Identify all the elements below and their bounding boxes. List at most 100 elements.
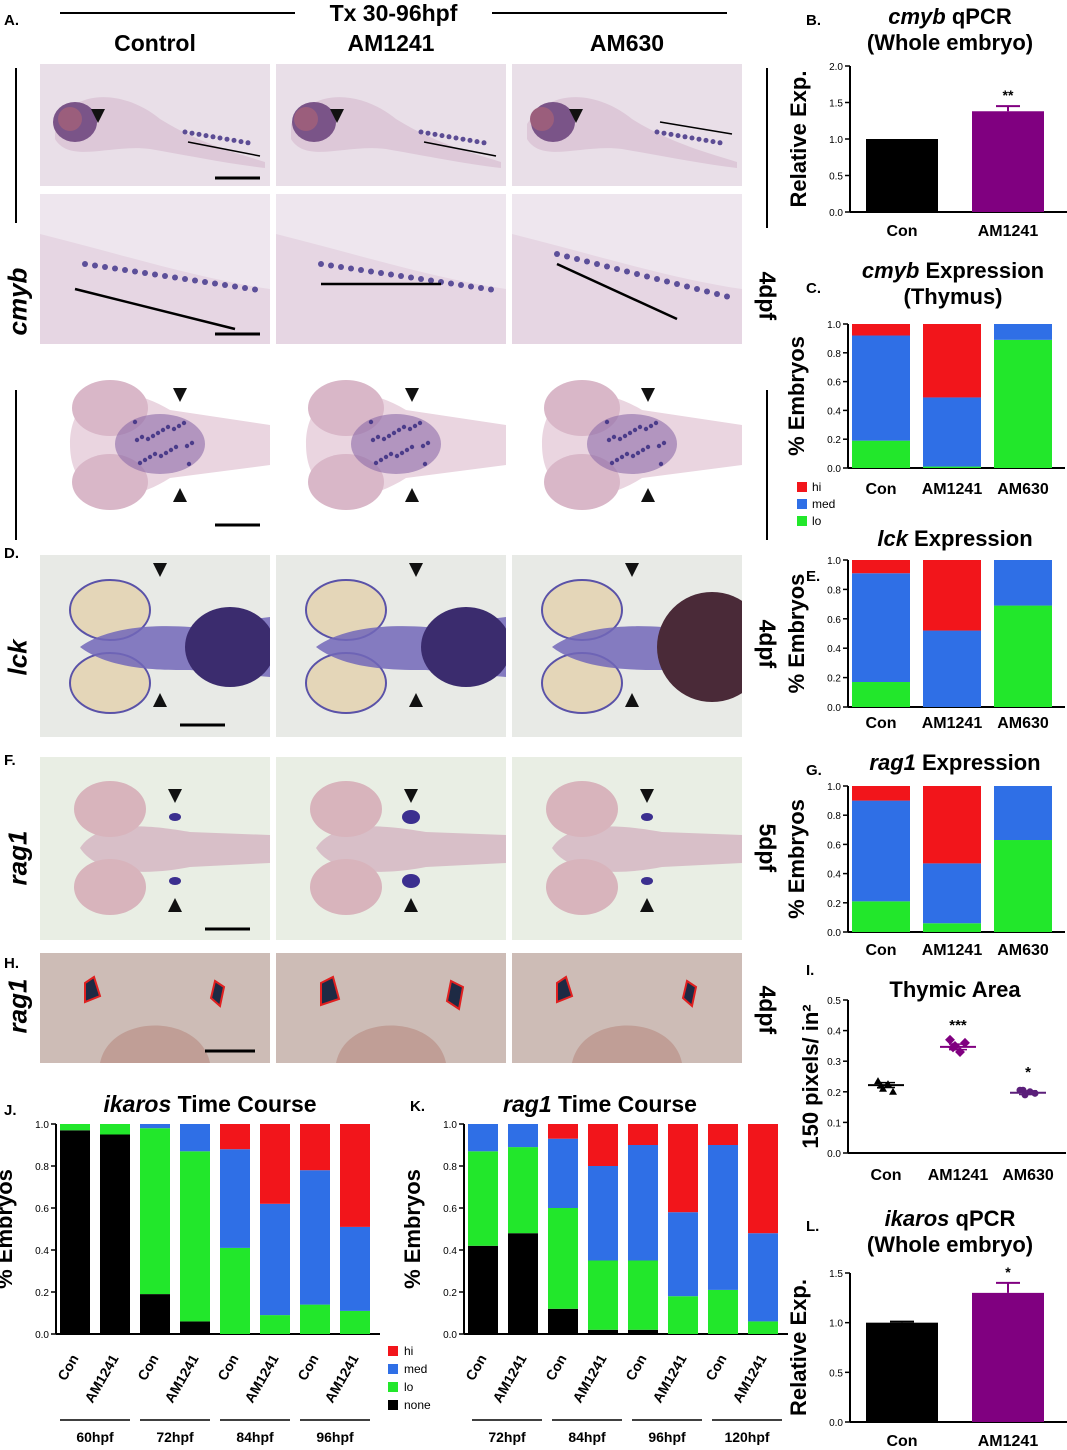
panel-label-g: G. bbox=[806, 762, 822, 779]
photo-rag1-closeup-3 bbox=[512, 953, 742, 1063]
bar bbox=[972, 111, 1044, 212]
y-tick-label: 0.0 bbox=[829, 208, 843, 219]
bar-segment-lo bbox=[708, 1289, 738, 1334]
legend-label: none bbox=[404, 1398, 431, 1412]
arrowhead-up-icon bbox=[641, 488, 655, 502]
photo-lck-1-drawing bbox=[69, 563, 270, 727]
x-tick-label: Con bbox=[622, 1352, 649, 1384]
group-label: 120hpf bbox=[724, 1429, 769, 1445]
bar-segment-lo bbox=[508, 1147, 538, 1234]
treatment-label: Tx 30-96hpf bbox=[329, 0, 458, 26]
bar-segment-hi bbox=[923, 560, 981, 631]
photo-lck-2 bbox=[276, 555, 506, 737]
photo-lateral-embryo-3-drawing bbox=[527, 97, 737, 168]
y-tick-label: 0.8 bbox=[827, 811, 841, 822]
arrowhead-up-icon bbox=[404, 898, 418, 912]
bar-segment-hi bbox=[852, 786, 910, 801]
bar-segment-hi bbox=[260, 1124, 290, 1204]
data-point bbox=[1021, 1091, 1029, 1099]
bar-segment-med bbox=[468, 1124, 498, 1152]
gene-label-rag1-h: rag1 bbox=[2, 978, 33, 1034]
chart-title: cmyb qPCR bbox=[888, 4, 1012, 29]
group-label: 72hpf bbox=[488, 1429, 526, 1445]
bar-segment-lo bbox=[468, 1151, 498, 1246]
legend-label: lo bbox=[812, 514, 822, 528]
y-axis-label: % Embryos bbox=[784, 799, 809, 919]
photo-dorsal-head-1-drawing bbox=[70, 380, 270, 527]
x-tick-label: AM1241 bbox=[978, 223, 1039, 240]
bar-segment-med bbox=[140, 1124, 170, 1129]
bar-segment-none bbox=[60, 1130, 90, 1334]
bar-segment-none bbox=[508, 1233, 538, 1334]
bar-segment-hi bbox=[748, 1124, 778, 1234]
y-tick-label: 0.2 bbox=[827, 674, 841, 685]
data-point bbox=[960, 1037, 970, 1048]
bar-segment-lo bbox=[994, 339, 1052, 468]
x-tick-label: Con bbox=[214, 1352, 241, 1384]
bar-segment-none bbox=[468, 1245, 498, 1334]
x-tick-label: AM1241 bbox=[928, 1167, 989, 1184]
x-tick-label: Con bbox=[294, 1352, 321, 1384]
panel-label-k: K. bbox=[410, 1098, 425, 1115]
chart-title: lck Expression bbox=[877, 526, 1032, 551]
data-point bbox=[889, 1087, 897, 1095]
arrowhead-up-icon bbox=[168, 898, 182, 912]
significance-label: * bbox=[1025, 1064, 1031, 1081]
panel-label-j: J. bbox=[4, 1102, 17, 1119]
y-tick-label: 0.2 bbox=[35, 1288, 49, 1299]
chart-subtitle: (Whole embryo) bbox=[867, 30, 1033, 55]
bar-segment-hi bbox=[923, 786, 981, 864]
panel-label-i: I. bbox=[806, 962, 815, 979]
arrowhead-down-icon bbox=[330, 109, 344, 123]
photo-rag1-dorsal-1-drawing bbox=[74, 781, 270, 931]
y-tick-label: 0.5 bbox=[829, 172, 843, 183]
photo-rag1-closeup-1 bbox=[40, 953, 270, 1063]
group-label: 72hpf bbox=[156, 1429, 194, 1445]
legend-swatch-none bbox=[388, 1400, 398, 1410]
bar-segment-none bbox=[628, 1329, 658, 1334]
bar-segment-lo bbox=[588, 1260, 618, 1330]
stage-rule-top bbox=[766, 68, 768, 228]
panel-label-a: A. bbox=[4, 12, 19, 29]
treatment-rule-right bbox=[492, 12, 727, 14]
bar-segment-med bbox=[668, 1212, 698, 1297]
photo-rag1-dorsal-3-drawing bbox=[546, 781, 742, 915]
bar-segment-hi bbox=[923, 324, 981, 398]
stage-label-d: 4dpf bbox=[754, 619, 781, 669]
x-tick-label: Con bbox=[134, 1352, 161, 1384]
x-tick-label: Con bbox=[886, 1433, 917, 1450]
arrowhead-up-icon bbox=[405, 488, 419, 502]
x-tick-label: AM1241 bbox=[489, 1351, 529, 1405]
y-axis-label: % Embryos bbox=[400, 1169, 425, 1289]
y-tick-label: 0.8 bbox=[443, 1162, 457, 1173]
stage-label-h: 4dpf bbox=[754, 985, 781, 1035]
arrowhead-down-icon bbox=[409, 563, 423, 577]
data-point bbox=[955, 1047, 965, 1057]
photo-rag1-closeup-2-drawing bbox=[320, 975, 465, 1063]
x-tick-label: AM1241 bbox=[241, 1351, 281, 1405]
bar-segment-lo bbox=[140, 1128, 170, 1295]
data-point bbox=[877, 1081, 885, 1089]
bar-segment-lo bbox=[668, 1296, 698, 1334]
photo-rag1-dorsal-3 bbox=[512, 757, 742, 940]
bar-segment-hi bbox=[852, 560, 910, 574]
photo-lateral-embryo-1 bbox=[40, 64, 270, 186]
bar-segment-med bbox=[180, 1124, 210, 1152]
y-tick-label: 0.0 bbox=[827, 464, 841, 475]
arrowhead-down-icon bbox=[625, 563, 639, 577]
column-header-am630: AM630 bbox=[589, 30, 665, 56]
bar-segment-lo bbox=[180, 1151, 210, 1322]
legend-label: hi bbox=[812, 480, 821, 494]
y-axis-label: % Embryos bbox=[784, 336, 809, 456]
y-tick-label: 0.0 bbox=[443, 1330, 457, 1341]
stage-label-a: 4dpf bbox=[754, 271, 781, 321]
y-tick-label: 0.4 bbox=[443, 1246, 457, 1257]
data-point bbox=[1031, 1089, 1039, 1097]
bar-segment-lo bbox=[994, 840, 1052, 932]
y-tick-label: 0.6 bbox=[35, 1204, 49, 1215]
bar bbox=[866, 139, 938, 212]
y-tick-label: 1.5 bbox=[829, 1269, 843, 1280]
bar-segment-med bbox=[708, 1145, 738, 1290]
legend-swatch-med bbox=[388, 1364, 398, 1374]
y-tick-label: 0.5 bbox=[827, 996, 841, 1007]
